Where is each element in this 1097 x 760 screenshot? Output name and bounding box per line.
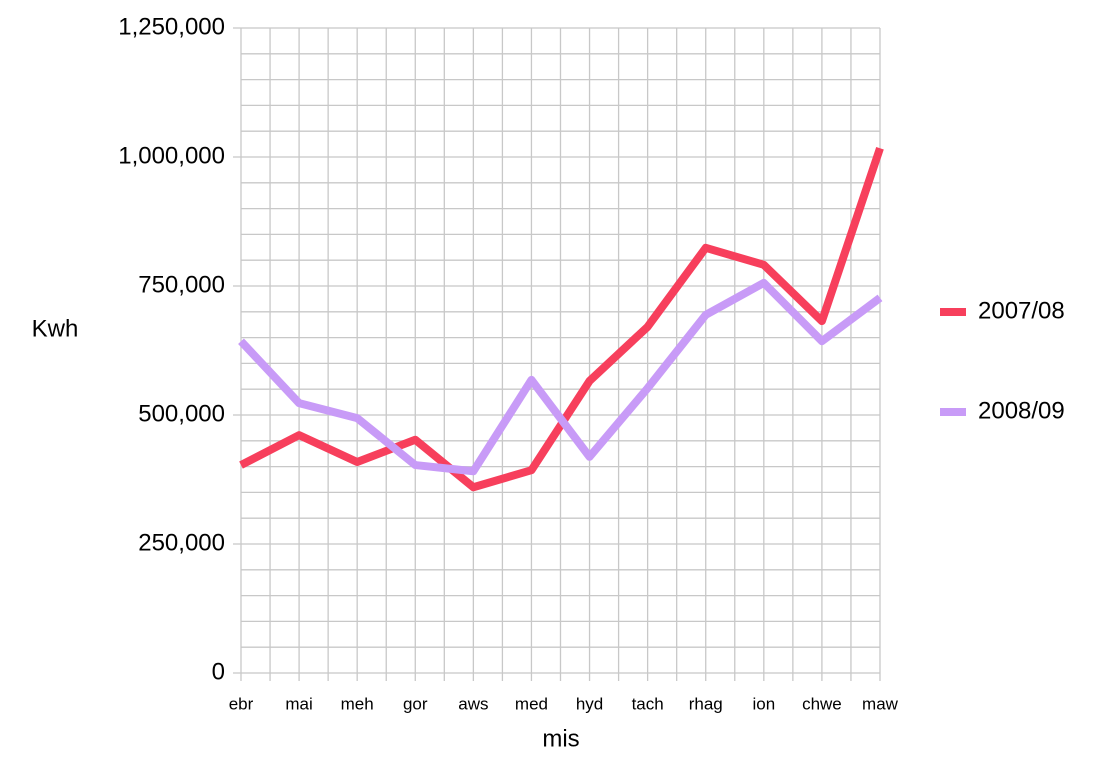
x-axis-label: mis [542, 725, 579, 752]
x-tick-label: chwe [802, 694, 842, 713]
series-line [239, 146, 884, 492]
x-tick-label: aws [458, 694, 488, 713]
x-tick-label: rhag [689, 694, 723, 713]
x-tick-label: gor [403, 694, 428, 713]
x-tick-label: med [515, 694, 548, 713]
x-tick-label: tach [632, 694, 664, 713]
y-axis-label: Kwh [32, 315, 79, 342]
y-tick-label: 250,000 [138, 529, 225, 556]
x-tick-label: maw [862, 694, 899, 713]
legend-label: 2007/08 [978, 297, 1065, 324]
x-tick-label: meh [341, 694, 374, 713]
y-tick-label: 1,000,000 [118, 142, 225, 169]
x-tick-label: mai [285, 694, 312, 713]
y-tick-label: 1,250,000 [118, 13, 225, 40]
y-tick-label: 750,000 [138, 271, 225, 298]
x-tick-label: ebr [229, 694, 254, 713]
legend-label: 2008/09 [978, 397, 1065, 424]
series-line [238, 278, 883, 476]
y-tick-label: 0 [212, 658, 225, 685]
x-tick-label: hyd [576, 694, 603, 713]
y-tick-label: 500,000 [138, 400, 225, 427]
x-tick-label: ion [752, 694, 775, 713]
